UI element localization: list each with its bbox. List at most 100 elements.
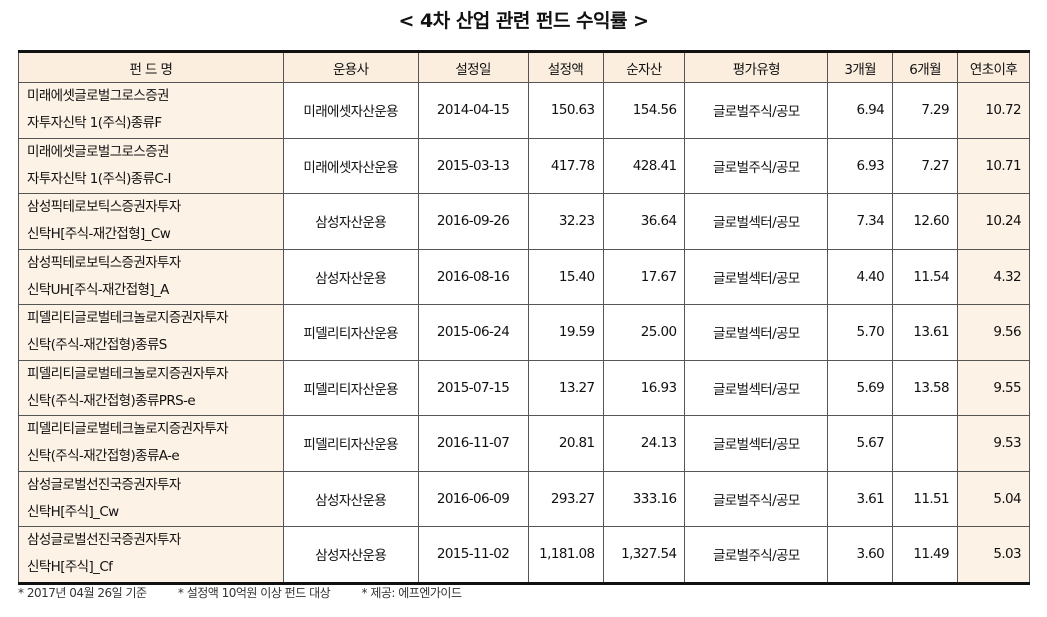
cell-amount: 13.27: [527, 359, 604, 416]
cell-ytd: 9.55: [957, 359, 1030, 416]
cell-date: 2016-08-16: [417, 248, 529, 305]
cell-m3: 6.94: [827, 82, 894, 139]
cell-date: 2015-11-02: [417, 526, 529, 585]
cell-net: 16.93: [602, 359, 686, 416]
footnote-date: * 2017년 04월 26일 기준: [18, 586, 147, 600]
cell-ytd: 10.71: [957, 137, 1030, 194]
cell-m6: 11.54: [892, 248, 959, 305]
fund-name: 미래에셋글로벌그로스증권 자투자신탁 1(주식)종류C-I: [18, 137, 284, 194]
cell-m6: 7.27: [892, 137, 959, 194]
column-header: 6개월: [892, 50, 959, 83]
cell-manager: 삼성자산운용: [282, 193, 419, 250]
column-header: 연초이후: [957, 50, 1030, 83]
cell-manager: 미래에셋자산운용: [282, 82, 419, 139]
fund-name-line: 신탁H[주식]_Cf: [27, 559, 113, 576]
cell-amount: 32.23: [527, 193, 604, 250]
column-header: 펀 드 명: [18, 50, 284, 83]
cell-m3: 5.69: [827, 359, 894, 416]
cell-amount: 20.81: [527, 415, 604, 472]
cell-date: 2015-07-15: [417, 359, 529, 416]
footnote-criteria: * 설정액 10억원 이상 펀드 대상: [177, 586, 331, 600]
footnote-source: * 제공: 에프엔가이드: [361, 586, 463, 600]
cell-m6: 13.61: [892, 304, 959, 361]
cell-type: 글로벌주식/공모: [684, 526, 829, 585]
cell-m3: 3.61: [827, 470, 894, 527]
fund-name-line: 삼성글로벌선진국증권자투자: [27, 532, 181, 549]
cell-m3: 3.60: [827, 526, 894, 585]
fund-name: 미래에셋글로벌그로스증권 자투자신탁 1(주식)종류F: [18, 82, 284, 139]
cell-m6: 13.58: [892, 359, 959, 416]
table-row: 피델리티글로벌테크놀로지증권자투자 신탁(주식-재간접형)종류S 피델리티자산운용 2…: [18, 304, 1030, 361]
cell-m3: 6.93: [827, 137, 894, 194]
cell-ytd: 4.32: [957, 248, 1030, 305]
column-header: 3개월: [827, 50, 894, 83]
cell-type: 글로벌섹터/공모: [684, 248, 829, 305]
table-row: 삼성글로벌선진국증권자투자 신탁H[주식]_Cw 삼성자산운용 2016-06-09 2…: [18, 470, 1030, 527]
cell-m3: 4.40: [827, 248, 894, 305]
cell-type: 글로벌섹터/공모: [684, 415, 829, 472]
cell-ytd: 5.03: [957, 526, 1030, 585]
cell-date: 2015-06-24: [417, 304, 529, 361]
footnotes: * 2017년 04월 26일 기준 * 설정액 10억원 이상 펀드 대상 *…: [18, 584, 490, 601]
fund-name-line: 신탁(주식-재간접형)종류S: [27, 337, 167, 354]
cell-date: 2016-06-09: [417, 470, 529, 527]
column-header: 순자산: [602, 50, 686, 83]
cell-amount: 293.27: [527, 470, 604, 527]
fund-name-line: 피델리티글로벌테크놀로지증권자투자: [27, 365, 229, 382]
column-header: 평가유형: [684, 50, 829, 83]
cell-ytd: 9.56: [957, 304, 1030, 361]
cell-type: 글로벌주식/공모: [684, 82, 829, 139]
fund-name-line: 신탁H[주식-재간접형]_Cw: [27, 226, 171, 243]
fund-name-line: 삼성픽테로보틱스증권자투자: [27, 199, 181, 216]
page-title: < 4차 산업 관련 펀드 수익률 >: [398, 10, 649, 32]
cell-net: 24.13: [602, 415, 686, 472]
table-row: 미래에셋글로벌그로스증권 자투자신탁 1(주식)종류F 미래에셋자산운용 2014-0…: [18, 82, 1030, 139]
cell-net: 25.00: [602, 304, 686, 361]
cell-manager: 미래에셋자산운용: [282, 137, 419, 194]
cell-amount: 15.40: [527, 248, 604, 305]
cell-date: 2016-11-07: [417, 415, 529, 472]
cell-type: 글로벌주식/공모: [684, 470, 829, 527]
fund-name-line: 신탁(주식-재간접형)종류A-e: [27, 448, 180, 465]
cell-net: 428.41: [602, 137, 686, 194]
column-header: 설정일: [417, 50, 529, 83]
cell-m3: 5.67: [827, 415, 894, 472]
fund-returns-table: 펀 드 명 운용사 설정일 설정액 순자산 평가유형 3개월 6개월 연초이후 미래에셋글로벌그…: [18, 50, 1030, 585]
fund-name-line: 자투자신탁 1(주식)종류C-I: [27, 170, 171, 187]
fund-name-line: 삼성픽테로보틱스증권자투자: [27, 254, 181, 271]
fund-name-line: 신탁(주식-재간접형)종류PRS-e: [27, 392, 196, 409]
cell-ytd: 9.53: [957, 415, 1030, 472]
fund-name-line: 미래에셋글로벌그로스증권: [27, 88, 169, 105]
cell-net: 1,327.54: [602, 526, 686, 585]
cell-net: 36.64: [602, 193, 686, 250]
cell-net: 333.16: [602, 470, 686, 527]
column-header: 설정액: [527, 50, 604, 83]
fund-name-line: 신탁H[주식]_Cw: [27, 503, 119, 520]
cell-date: 2016-09-26: [417, 193, 529, 250]
cell-m6: 11.51: [892, 470, 959, 527]
cell-ytd: 10.24: [957, 193, 1030, 250]
fund-name: 삼성글로벌선진국증권자투자 신탁H[주식]_Cw: [18, 470, 284, 527]
cell-net: 17.67: [602, 248, 686, 305]
cell-date: 2014-04-15: [417, 82, 529, 139]
cell-m6: 11.49: [892, 526, 959, 585]
cell-manager: 삼성자산운용: [282, 526, 419, 585]
cell-manager: 삼성자산운용: [282, 470, 419, 527]
cell-m6: 7.29: [892, 82, 959, 139]
table-row: 피델리티글로벌테크놀로지증권자투자 신탁(주식-재간접형)종류PRS-e 피델리티자…: [18, 359, 1030, 416]
fund-name-line: 피델리티글로벌테크놀로지증권자투자: [27, 421, 229, 438]
fund-name-line: 신탁UH[주식-재간접형]_A: [27, 281, 169, 298]
cell-m6: [892, 415, 959, 472]
cell-amount: 19.59: [527, 304, 604, 361]
cell-m3: 5.70: [827, 304, 894, 361]
cell-manager: 삼성자산운용: [282, 248, 419, 305]
table-row: 미래에셋글로벌그로스증권 자투자신탁 1(주식)종류C-I 미래에셋자산운용 2015…: [18, 137, 1030, 194]
cell-m6: 12.60: [892, 193, 959, 250]
cell-type: 글로벌섹터/공모: [684, 304, 829, 361]
cell-manager: 피델리티자산운용: [282, 415, 419, 472]
